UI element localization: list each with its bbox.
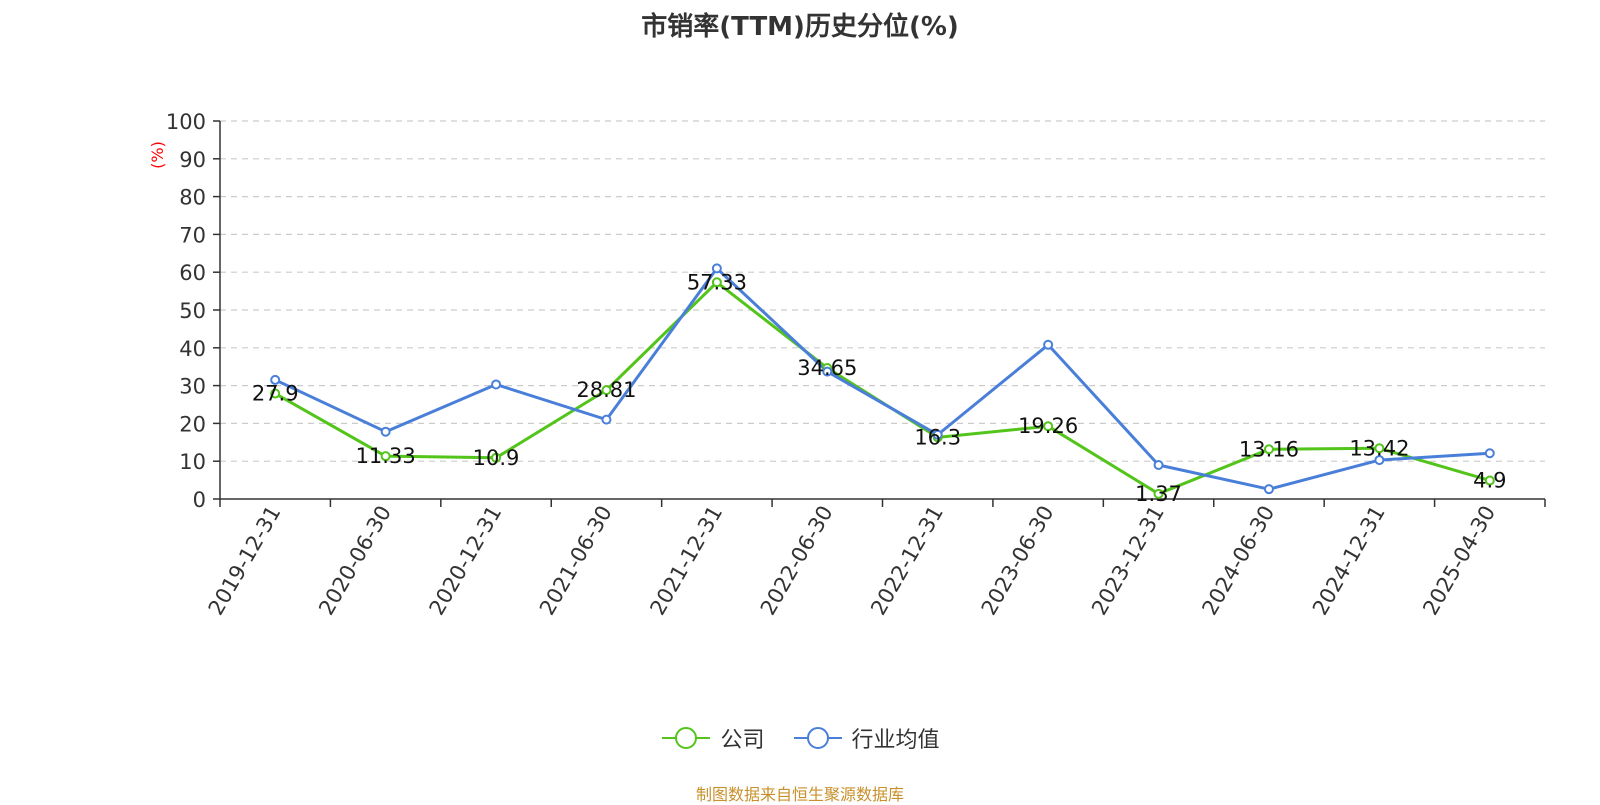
y-tick-label: 80 bbox=[179, 186, 206, 210]
x-tick-label: 2021-06-30 bbox=[535, 502, 617, 620]
x-tick-label: 2022-12-31 bbox=[866, 501, 948, 619]
data-label: 10.9 bbox=[473, 446, 520, 470]
y-tick-label: 20 bbox=[179, 412, 206, 436]
x-tick-label: 2024-12-31 bbox=[1308, 502, 1390, 620]
data-label: 13.16 bbox=[1239, 437, 1299, 461]
company-data-point bbox=[1263, 444, 1274, 455]
legend-item-industry[interactable]: 行业均值 bbox=[792, 722, 940, 754]
industry-data-point bbox=[1043, 339, 1054, 350]
y-tick-label: 60 bbox=[179, 261, 206, 285]
industry-data-point bbox=[601, 414, 612, 425]
y-tick-label: 0 bbox=[193, 488, 206, 512]
industry-series-line bbox=[274, 266, 1490, 491]
industry-data-point bbox=[1374, 455, 1385, 466]
company-data-point bbox=[601, 385, 612, 396]
y-tick-label: 50 bbox=[179, 299, 206, 323]
industry-data-point bbox=[380, 426, 391, 437]
x-tick-label: 2019-12-31 bbox=[204, 502, 286, 620]
data-label: 16.3 bbox=[914, 425, 961, 449]
y-tick-label: 40 bbox=[179, 337, 206, 361]
data-label: 28.81 bbox=[576, 378, 636, 402]
x-tick-label: 2024-06-30 bbox=[1197, 502, 1279, 620]
data-label: 13.42 bbox=[1349, 436, 1409, 460]
y-tick-label: 100 bbox=[166, 110, 206, 134]
data-label: 27.9 bbox=[252, 382, 299, 406]
data-label: 19.26 bbox=[1018, 414, 1078, 438]
y-axis-label: (%) bbox=[148, 141, 167, 169]
chart-title: 市销率(TTM)历史分位(%) bbox=[641, 12, 959, 42]
industry-data-point bbox=[711, 263, 722, 274]
company-data-point bbox=[1484, 475, 1495, 486]
x-tick-label: 2020-12-31 bbox=[425, 501, 507, 619]
company-data-point bbox=[711, 277, 722, 288]
legend-marker-industry bbox=[793, 727, 842, 749]
company-data-point bbox=[380, 451, 391, 462]
legend-marker-company bbox=[662, 727, 711, 749]
x-tick-label: 2025-04-30 bbox=[1418, 502, 1500, 620]
company-data-point bbox=[1043, 421, 1054, 432]
x-tick-label: 2021-12-31 bbox=[645, 502, 727, 620]
company-data-point bbox=[1153, 488, 1164, 499]
company-data-point bbox=[270, 388, 281, 399]
data-label: 34.65 bbox=[797, 356, 857, 380]
industry-data-point bbox=[491, 379, 502, 390]
industry-data-point bbox=[1484, 448, 1495, 459]
data-label: 11.33 bbox=[356, 444, 416, 468]
industry-data-point bbox=[822, 366, 833, 377]
y-tick-label: 10 bbox=[179, 450, 206, 474]
x-tick-label: 2020-06-30 bbox=[314, 502, 396, 620]
y-tick-label: 30 bbox=[179, 375, 206, 399]
x-tick-label: 2022-06-30 bbox=[756, 502, 838, 620]
y-tick-label: 90 bbox=[179, 148, 206, 172]
data-label: 1.37 bbox=[1135, 482, 1182, 506]
source-note: 制图数据来自恒生聚源数据库 bbox=[695, 785, 904, 804]
company-data-point bbox=[491, 452, 502, 463]
legend-label-industry: 行业均值 bbox=[851, 728, 940, 753]
data-label: 57.33 bbox=[687, 270, 747, 294]
legend-item-company[interactable]: 公司 bbox=[660, 722, 765, 754]
company-data-point bbox=[1374, 443, 1385, 454]
industry-data-point bbox=[1153, 459, 1164, 470]
legend: 公司 行业均值 bbox=[0, 722, 1600, 756]
industry-data-point bbox=[932, 429, 943, 440]
industry-data-point bbox=[1263, 484, 1274, 495]
y-tick-label: 70 bbox=[179, 223, 206, 247]
x-tick-label: 2023-12-31 bbox=[1087, 502, 1169, 620]
x-tick-label: 2023-06-30 bbox=[977, 502, 1059, 620]
company-series-line bbox=[274, 280, 1491, 496]
legend-label-company: 公司 bbox=[720, 728, 765, 753]
data-label: 4.9 bbox=[1473, 468, 1506, 492]
industry-data-point bbox=[270, 374, 281, 385]
